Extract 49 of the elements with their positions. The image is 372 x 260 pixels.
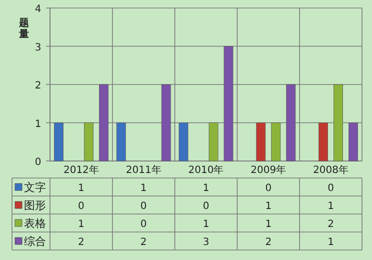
data-label: 2 xyxy=(78,237,84,248)
legend-label: 表格 xyxy=(24,217,46,230)
y-tick-label: 2 xyxy=(34,80,42,92)
bar xyxy=(334,84,343,162)
bar xyxy=(318,122,328,162)
data-label: 0 xyxy=(140,219,147,230)
data-label: 1 xyxy=(140,183,147,194)
bar xyxy=(256,122,266,162)
data-label: 0 xyxy=(202,201,210,212)
data-label: 1 xyxy=(78,219,84,230)
legend-label: 图形 xyxy=(24,199,46,212)
bar xyxy=(84,122,94,162)
bar xyxy=(178,122,188,162)
data-label: 0 xyxy=(140,201,147,212)
data-label: 1 xyxy=(265,201,272,212)
y-tick-label: 1 xyxy=(34,118,42,130)
bar xyxy=(99,84,108,162)
x-tick-label: 2008年 xyxy=(313,164,349,176)
data-label: 1 xyxy=(202,219,210,230)
y-axis-title: 题量 xyxy=(18,17,29,40)
data-label: 2 xyxy=(265,237,272,248)
data-label: 1 xyxy=(328,201,334,212)
data-label: 3 xyxy=(202,237,210,248)
data-label: 0 xyxy=(265,183,272,194)
y-tick-label: 4 xyxy=(34,4,42,15)
data-label: 1 xyxy=(202,183,210,194)
y-tick-label: 3 xyxy=(34,42,42,54)
x-tick-label: 2010年 xyxy=(188,164,224,176)
data-label: 1 xyxy=(78,183,84,194)
bar xyxy=(348,122,358,162)
data-label: 0 xyxy=(78,201,84,212)
bar xyxy=(54,122,64,162)
x-tick-label: 2009年 xyxy=(250,164,286,176)
data-label: 0 xyxy=(328,183,334,194)
bar xyxy=(224,46,234,162)
data-label: 1 xyxy=(265,219,272,230)
legend-label: 综合 xyxy=(24,235,46,248)
y-tick-label: 0 xyxy=(34,157,42,168)
legend-label: 文字 xyxy=(24,181,46,194)
bar xyxy=(161,84,171,162)
data-label: 2 xyxy=(328,219,334,230)
bar xyxy=(116,122,126,162)
bar xyxy=(271,122,281,162)
data-label: 2 xyxy=(140,237,147,248)
data-label: 1 xyxy=(328,237,334,248)
x-tick-label: 2012年 xyxy=(63,164,99,176)
x-tick-label: 2011年 xyxy=(126,164,162,176)
bar xyxy=(208,122,218,162)
bar xyxy=(286,84,296,162)
